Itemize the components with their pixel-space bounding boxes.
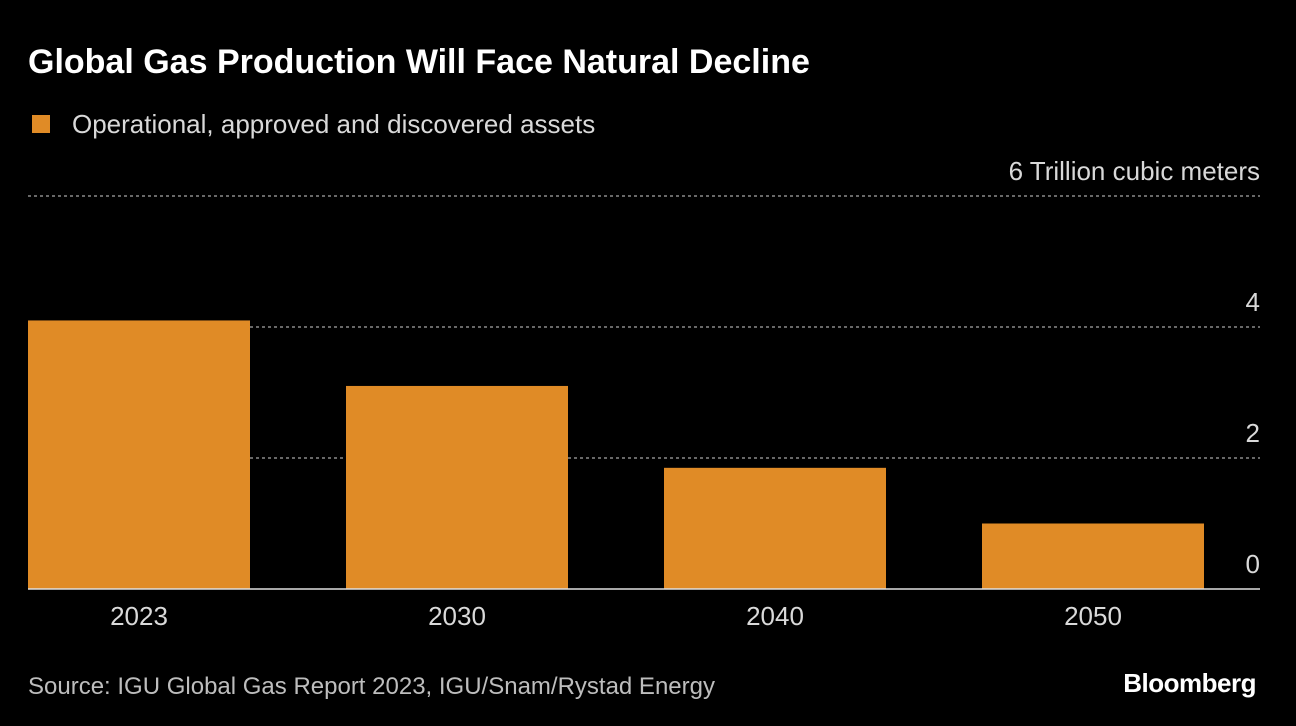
bar — [982, 523, 1204, 589]
source-note: Source: IGU Global Gas Report 2023, IGU/… — [28, 673, 715, 700]
x-tick-label: 2050 — [1064, 601, 1122, 631]
bar — [346, 385, 568, 589]
x-tick-label: 2023 — [110, 601, 168, 631]
y-tick-label: 2 — [1246, 418, 1260, 448]
brand-logo: Bloomberg — [1123, 668, 1256, 698]
x-tick-label: 2040 — [746, 601, 804, 631]
y-tick-label: 0 — [1246, 549, 1260, 579]
chart-title: Global Gas Production Will Face Natural … — [28, 43, 810, 81]
legend-swatch — [32, 115, 50, 133]
bar — [664, 467, 886, 589]
y-tick-label: 4 — [1246, 287, 1260, 317]
legend-label: Operational, approved and discovered ass… — [72, 109, 595, 139]
y-tick-label: 6 Trillion cubic meters — [1009, 156, 1260, 186]
x-tick-label: 2030 — [428, 601, 486, 631]
bar — [28, 320, 250, 589]
